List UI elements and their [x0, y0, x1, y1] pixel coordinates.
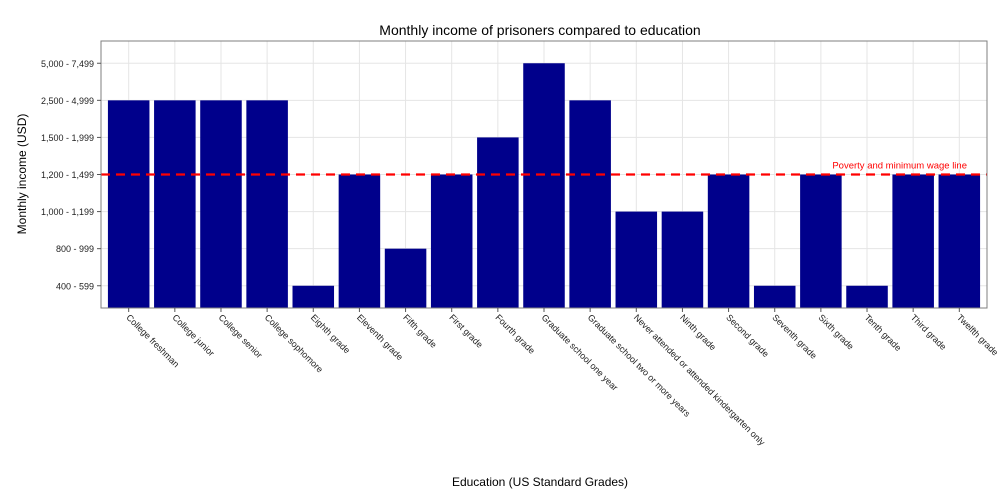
- reference-line-group: Poverty and minimum wage line: [101, 161, 987, 176]
- bar: [384, 248, 427, 308]
- bar: [707, 174, 750, 308]
- bar: [615, 211, 658, 308]
- bar: [477, 137, 519, 308]
- bar: [154, 100, 196, 308]
- reference-line-label: Poverty and minimum wage line: [832, 161, 967, 172]
- y-tick-label: 5,000 - 7,499: [41, 59, 94, 69]
- bar: [107, 100, 150, 308]
- y-axis-ticks: 400 - 599 800 - 999 1,000 - 1,199 1,200 - 1…: [41, 59, 101, 291]
- y-tick-label: 1,200 - 1,499: [41, 170, 94, 180]
- chart-title: Monthly income of prisoners compared to …: [379, 22, 700, 38]
- bar: [569, 100, 611, 308]
- bar: [753, 285, 796, 308]
- bar: [200, 100, 242, 308]
- y-tick-label: 1,000 - 1,199: [41, 207, 94, 217]
- bar: [846, 285, 888, 308]
- y-tick-label: 800 - 999: [56, 244, 94, 254]
- bar: [800, 174, 842, 308]
- bar: [938, 174, 981, 308]
- bar: [661, 211, 704, 308]
- bar: [246, 100, 288, 308]
- bar: [292, 285, 335, 308]
- bar: [523, 63, 565, 308]
- bar: [338, 174, 381, 308]
- y-tick-label: 2,500 - 4,999: [41, 96, 94, 106]
- y-axis-title: Monthly income (USD): [15, 114, 29, 235]
- y-tick-label: 400 - 599: [56, 281, 94, 291]
- bar: [430, 174, 473, 308]
- bar: [892, 174, 934, 308]
- y-tick-label: 1,500 - 1,999: [41, 133, 94, 143]
- x-axis-title: Education (US Standard Grades): [452, 475, 628, 489]
- bars: [107, 63, 981, 308]
